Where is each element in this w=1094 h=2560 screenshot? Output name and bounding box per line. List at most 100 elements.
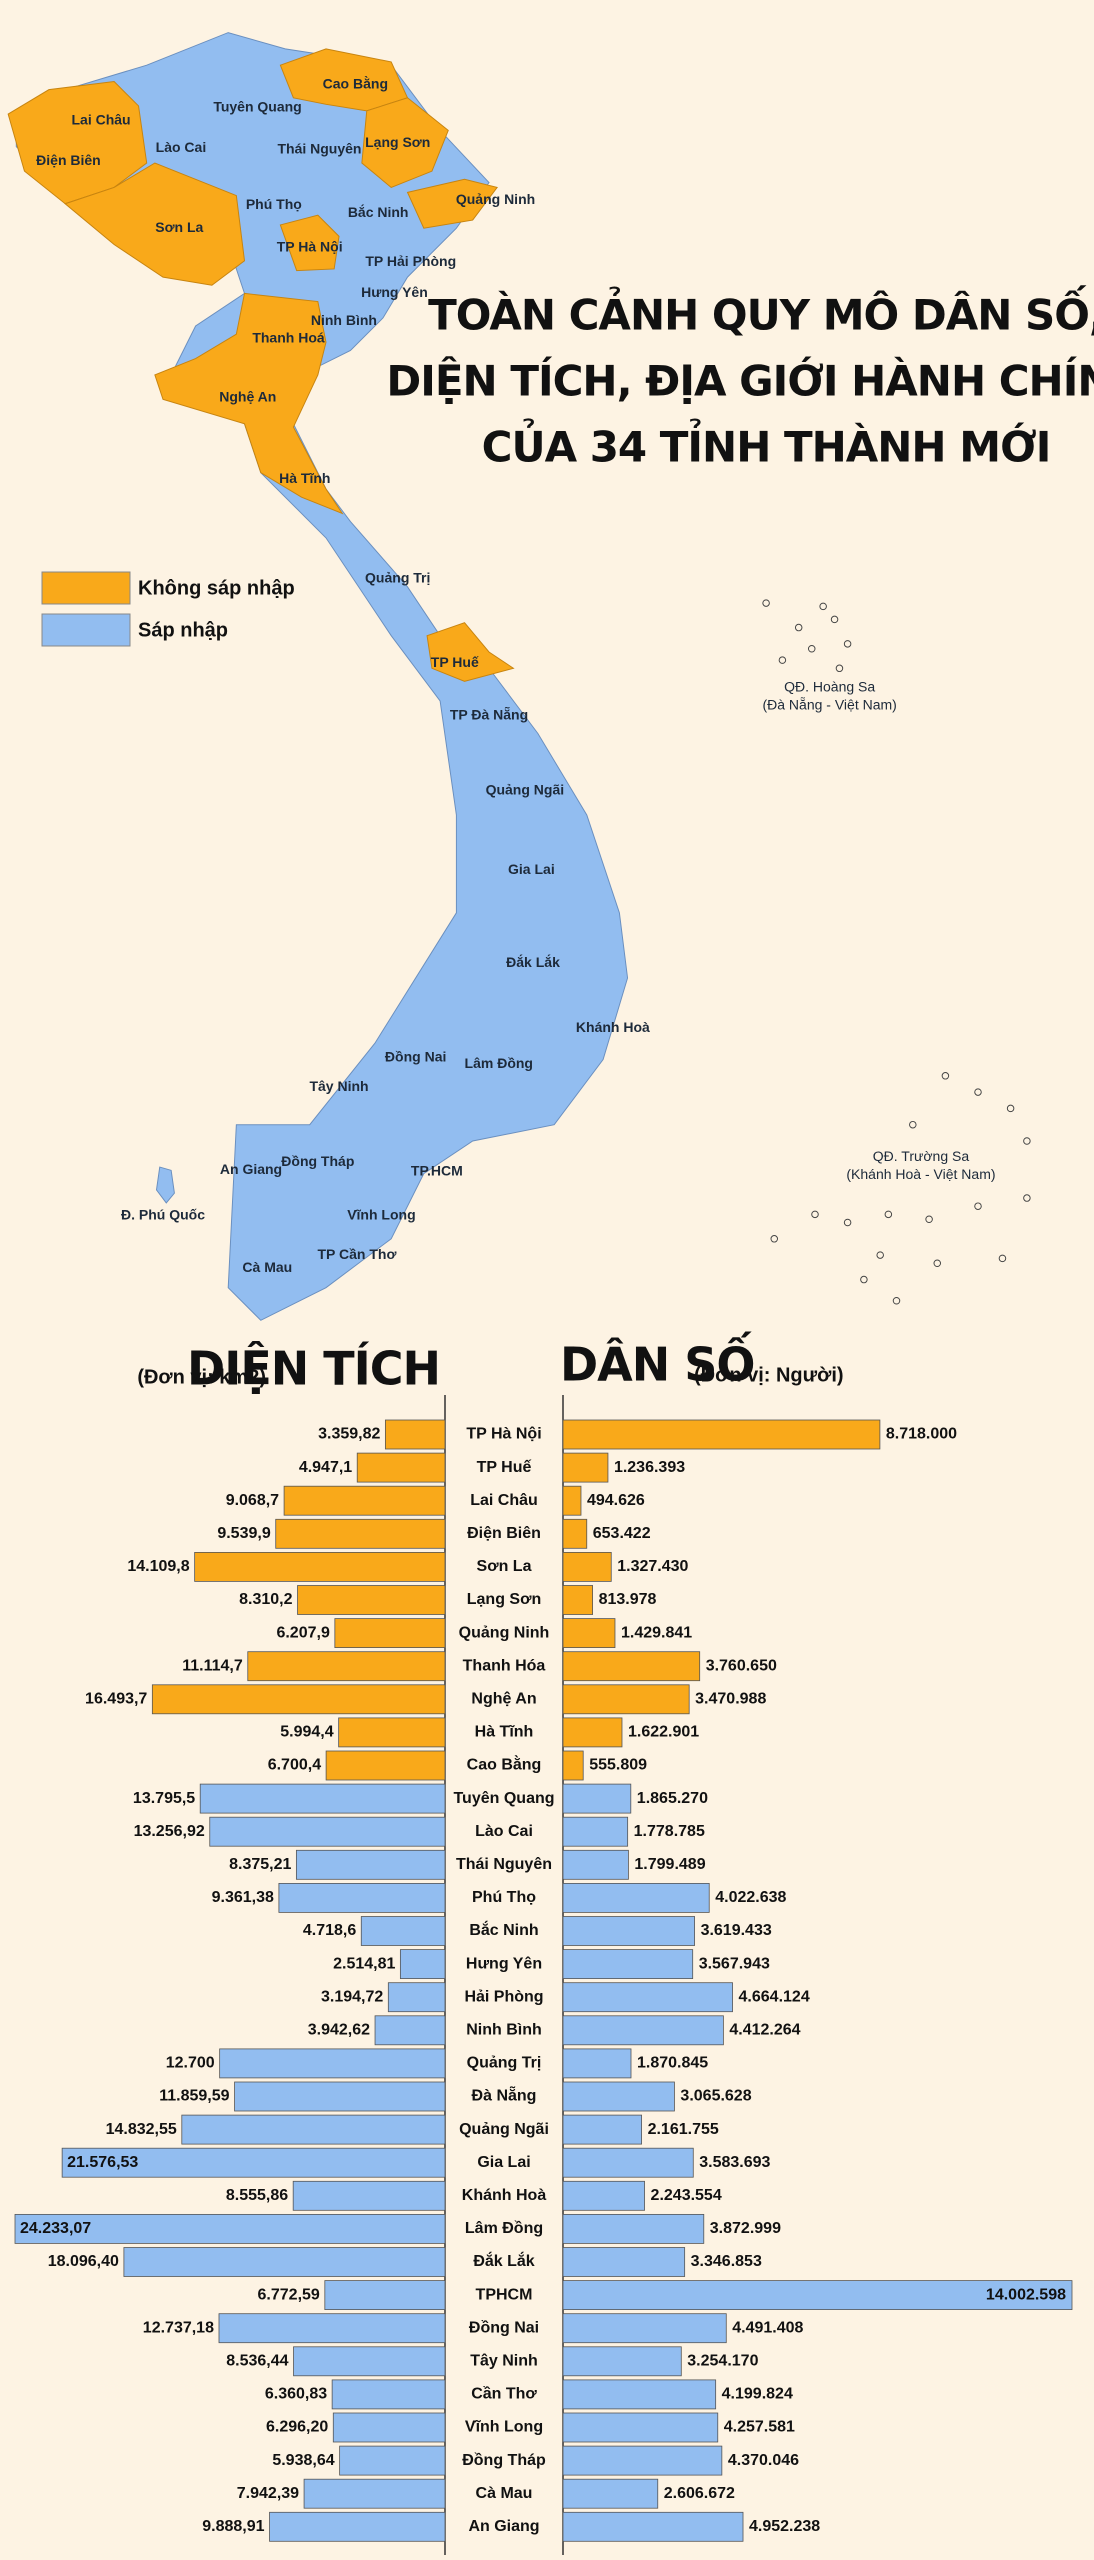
bar (562, 2180, 645, 2211)
value-label: 813.978 (599, 1591, 657, 1608)
province-label: Đồng Nai (385, 1049, 446, 1065)
region-unmerged (426, 622, 515, 682)
province-label: TP Đà Nẵng (450, 705, 528, 722)
category-label: Hải Phòng (464, 1988, 543, 2005)
island-note: (Khánh Hoà - Việt Nam) (846, 1166, 995, 1182)
category-label: Bắc Ninh (469, 1920, 538, 1939)
bar (562, 1982, 733, 2013)
bar (181, 2114, 446, 2145)
bar (562, 1651, 701, 1682)
island-name: QĐ. Hoàng Sa (784, 679, 875, 695)
category-label: Quảng Ninh (459, 1624, 550, 1641)
province-label: TP.HCM (411, 1163, 463, 1179)
bar (325, 1750, 446, 1781)
bar (562, 2147, 694, 2178)
bar (384, 1419, 446, 1450)
category-label: Cao Bằng (467, 1755, 542, 1774)
category-label: Quảng Trị (467, 2055, 542, 2072)
value-label: 11.114,7 (182, 1657, 243, 1674)
value-label: 4.491.408 (732, 2319, 803, 2336)
bar (295, 1849, 446, 1880)
value-label: 7.942,39 (237, 2485, 299, 2502)
bar (199, 1783, 446, 1814)
value-label: 9.888,91 (202, 2518, 264, 2535)
province-label: TP Cần Thơ (318, 1246, 397, 1262)
category-label: Quảng Ngãi (459, 2121, 549, 2138)
category-label: Đà Nẵng (472, 2085, 537, 2105)
bar (283, 1485, 446, 1516)
bar (562, 2280, 1073, 2311)
category-label: Đắk Lắk (473, 2251, 534, 2270)
bar (218, 2313, 446, 2344)
category-label: Đồng Tháp (462, 2452, 546, 2469)
value-label: 3.872.999 (710, 2220, 781, 2237)
value-label: 9.361,38 (212, 1889, 274, 1906)
spratly-dots (770, 1072, 1031, 1305)
bar (194, 1552, 446, 1582)
bar (278, 1883, 446, 1913)
bar (562, 2511, 744, 2542)
bar (562, 2114, 642, 2145)
region-unmerged (64, 162, 246, 286)
bar (387, 1982, 446, 2013)
bar (562, 1518, 588, 1549)
category-label: Phú Thọ (472, 1889, 536, 1906)
category-label: Tây Ninh (470, 2353, 538, 2370)
bar (324, 2280, 446, 2311)
bar (562, 1883, 710, 1913)
value-label: 6.360,83 (265, 2386, 327, 2403)
bar (219, 2048, 446, 2079)
bar (297, 1585, 446, 1615)
province-label: Sơn La (155, 219, 203, 235)
value-label: 3.065.628 (680, 2088, 751, 2105)
value-label: 4.412.264 (729, 2022, 800, 2039)
value-label: 12.700 (166, 2055, 215, 2072)
bar (562, 1717, 623, 1748)
island-note: (Đà Nẵng - Việt Nam) (762, 696, 896, 712)
value-label: 4.947,1 (299, 1459, 352, 1476)
category-label: Cà Mau (476, 2485, 533, 2502)
title-line: TOÀN CẢNH QUY MÔ DÂN SỐ, (428, 284, 1094, 340)
province-label: Tuyên Quang (213, 98, 301, 114)
series-unit: (Đơn vị: km2) (137, 1366, 266, 1388)
bar (356, 1452, 446, 1483)
province-label: Lâm Đồng (465, 1055, 533, 1071)
value-label: 1.865.270 (637, 1790, 708, 1807)
value-label: 8.375,21 (229, 1856, 291, 1873)
province-label: Hưng Yên (361, 284, 428, 300)
value-label: 8.555,86 (226, 2187, 288, 2204)
value-label: 18.096,40 (48, 2253, 119, 2270)
value-label: 13.795,5 (133, 1790, 195, 1807)
category-label: TP Hà Nội (466, 1426, 541, 1443)
bar (562, 1618, 616, 1648)
province-label: Quảng Trị (365, 569, 430, 585)
bar (562, 2346, 682, 2377)
province-label: Đồng Tháp (281, 1153, 354, 1169)
bar (562, 1750, 584, 1781)
legend-label: Sáp nhập (138, 619, 228, 641)
province-label: Lào Cai (156, 139, 207, 155)
province-label: TP Hà Nội (277, 238, 343, 254)
bar (562, 1452, 609, 1483)
province-label: Gia Lai (508, 861, 555, 877)
bar (562, 1916, 695, 1946)
value-label: 5.938,64 (272, 2452, 334, 2469)
bar (151, 1684, 446, 1715)
bar (334, 1618, 446, 1648)
bar (209, 1816, 446, 1847)
bar (562, 1552, 612, 1582)
bar (562, 2379, 717, 2410)
bar (562, 2213, 705, 2244)
value-label: 11.859,59 (159, 2088, 229, 2105)
bar (562, 1816, 629, 1847)
value-label: 3.359,82 (318, 1426, 380, 1443)
value-label: 555.809 (589, 1757, 647, 1774)
category-label: TPHCM (476, 2286, 533, 2303)
bar (562, 2313, 727, 2344)
province-label: Ninh Bình (311, 312, 377, 328)
bar (562, 2015, 724, 2046)
category-label: Cần Thơ (471, 2386, 537, 2403)
region-unmerged (154, 292, 344, 515)
value-label: 4.370.046 (728, 2452, 799, 2469)
